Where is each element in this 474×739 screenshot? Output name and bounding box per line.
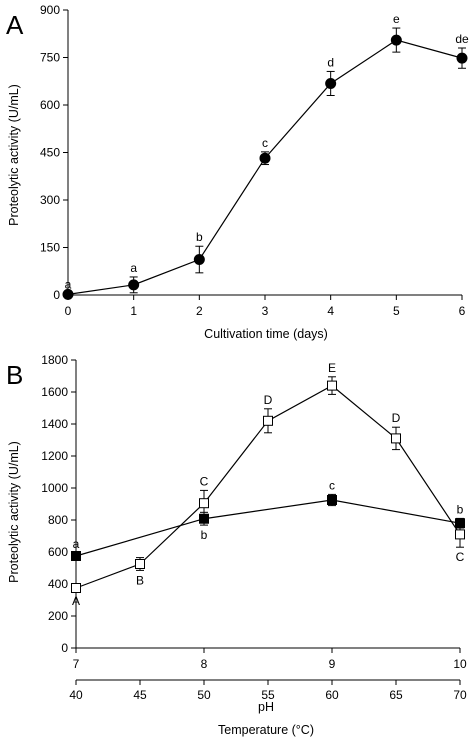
- panel-a-data-point: [325, 77, 337, 89]
- panel-b-data-point-pH: [71, 551, 81, 561]
- panel-a-y-tick-label: 300: [40, 193, 60, 207]
- panel-b-data-point-temperature: [135, 559, 145, 569]
- panel-a-axes: 0 150 300 450 600 750 900 0 1 2 3 4 5 6: [40, 3, 466, 318]
- panel-b-temperature-tick-label: 65: [389, 688, 403, 702]
- panel-b-data-point-temperature: [327, 380, 337, 391]
- panel-b-series-line-pH: [75, 499, 461, 557]
- panel-b-temperature-axis-title: Temperature (°C): [218, 723, 314, 737]
- panel-b-significance-label: B: [136, 573, 144, 587]
- panel-b-temperature-tick-label: 70: [453, 688, 467, 702]
- panel-b-letter: B: [6, 360, 23, 390]
- panel-b-data-point-temperature: [199, 498, 209, 509]
- panel-b-data-point-pH: [327, 495, 337, 505]
- panel-b-y-tick-label: 1200: [41, 449, 68, 463]
- panel-b-significance-label: C: [200, 474, 209, 488]
- panel-a-significance-label: b: [196, 230, 203, 244]
- panel-b-y-tick-label: 800: [48, 513, 68, 527]
- panel-a-y-axis-title: Proteolytic activity (U/mL): [7, 84, 21, 226]
- panel-b-ph-tick-label: 9: [329, 657, 336, 671]
- panel-a-x-tick-label: 1: [130, 304, 137, 318]
- panel-b-data-point-temperature: [391, 433, 401, 444]
- panel-b-y-axis-title: Proteolytic activity (U/mL): [7, 441, 21, 583]
- panel-a-data-point: [62, 288, 74, 300]
- panel-a-x-axis-title: Cultivation time (days): [204, 327, 328, 341]
- panel-a-x-tick-label: 3: [262, 304, 269, 318]
- panel-b-data-point-temperature: [71, 583, 81, 593]
- panel-a-y-tick-label: 450: [40, 146, 60, 160]
- panel-b-significance-label: c: [329, 478, 335, 492]
- panel-a-data-point: [456, 52, 468, 64]
- panel-b-ph-tick-label: 10: [453, 657, 467, 671]
- panel-a-data-point: [193, 254, 205, 266]
- panel-b-significance-label: D: [264, 393, 273, 407]
- panel-b-significance-label: D: [392, 411, 401, 425]
- panel-a-data-point: [259, 152, 271, 164]
- panel-b-ph-axis-title: pH: [258, 700, 274, 714]
- panel-a-significance-label: a: [65, 277, 72, 291]
- panel-b-significance-label: C: [456, 550, 465, 564]
- panel-b-temperature-tick-label: 40: [69, 688, 83, 702]
- panel-b-ph-tick-label: 8: [201, 657, 208, 671]
- panel-b-y-tick-label: 200: [48, 609, 68, 623]
- panel-b-y-tick-label: 1800: [41, 353, 68, 367]
- panel-a-significance-label: c: [262, 136, 268, 150]
- panel-b-significance-label: b: [457, 502, 464, 516]
- panel-b-data-point-temperature: [455, 529, 465, 540]
- panel-a-data-point: [390, 34, 402, 46]
- panel-b-temperature-tick-label: 60: [325, 688, 339, 702]
- panel-b-y-tick-label: 400: [48, 577, 68, 591]
- panel-b-temperature-tick-label: 45: [133, 688, 147, 702]
- panel-a-series-line: [67, 39, 463, 295]
- panel-a-y-tick-label: 600: [40, 98, 60, 112]
- panel-b-y-tick-label: 1000: [41, 481, 68, 495]
- panel-a-significance-label: de: [455, 32, 469, 46]
- panel-b-y-tick-label: 1400: [41, 417, 68, 431]
- panel-b-temperature-tick-label: 50: [197, 688, 211, 702]
- panel-a-x-tick-label: 6: [459, 304, 466, 318]
- panel-a-significance-label: d: [327, 55, 334, 69]
- panel-a-y-tick-label: 150: [40, 241, 60, 255]
- panel-b-y-tick-label: 1600: [41, 385, 68, 399]
- panel-a-significance-label: e: [393, 12, 400, 26]
- panel-b-data-point-temperature: [263, 415, 273, 426]
- panel-a-x-tick-label: 5: [393, 304, 400, 318]
- panel-a-significance-label: a: [130, 261, 137, 275]
- panel-a-x-tick-label: 4: [327, 304, 334, 318]
- panel-a-x-tick-label: 0: [65, 304, 72, 318]
- panel-a-y-tick-label: 0: [53, 288, 60, 302]
- panel-b-significance-label: b: [201, 528, 208, 542]
- panel-b-significance-label: A: [72, 594, 80, 608]
- panel-b-significance-label: a: [73, 537, 80, 551]
- panel-b-ph-tick-label: 7: [73, 657, 80, 671]
- panel-b-significance-label: E: [328, 361, 336, 375]
- panel-b-marks: a b c b A B C D E D C: [71, 361, 465, 608]
- panel-b-temperature-tick-label: 55: [261, 688, 275, 702]
- panel-a-x-tick-label: 2: [196, 304, 203, 318]
- panel-a-y-tick-label: 750: [40, 51, 60, 65]
- panel-b-y-tick-label: 0: [61, 641, 68, 655]
- panel-a-y-tick-label: 900: [40, 3, 60, 17]
- panel-b: B 0 200 400 600 800 1000 1200 1400 1600 1800 7 8 9 10…: [6, 353, 467, 737]
- panel-b-y-tick-label: 600: [48, 545, 68, 559]
- panel-b-axes: 0 200 400 600 800 1000 1200 1400 1600 1800 7 8 9 10 40…: [41, 353, 467, 702]
- panel-a-letter: A: [6, 10, 24, 40]
- panel-a-data-point: [128, 279, 140, 291]
